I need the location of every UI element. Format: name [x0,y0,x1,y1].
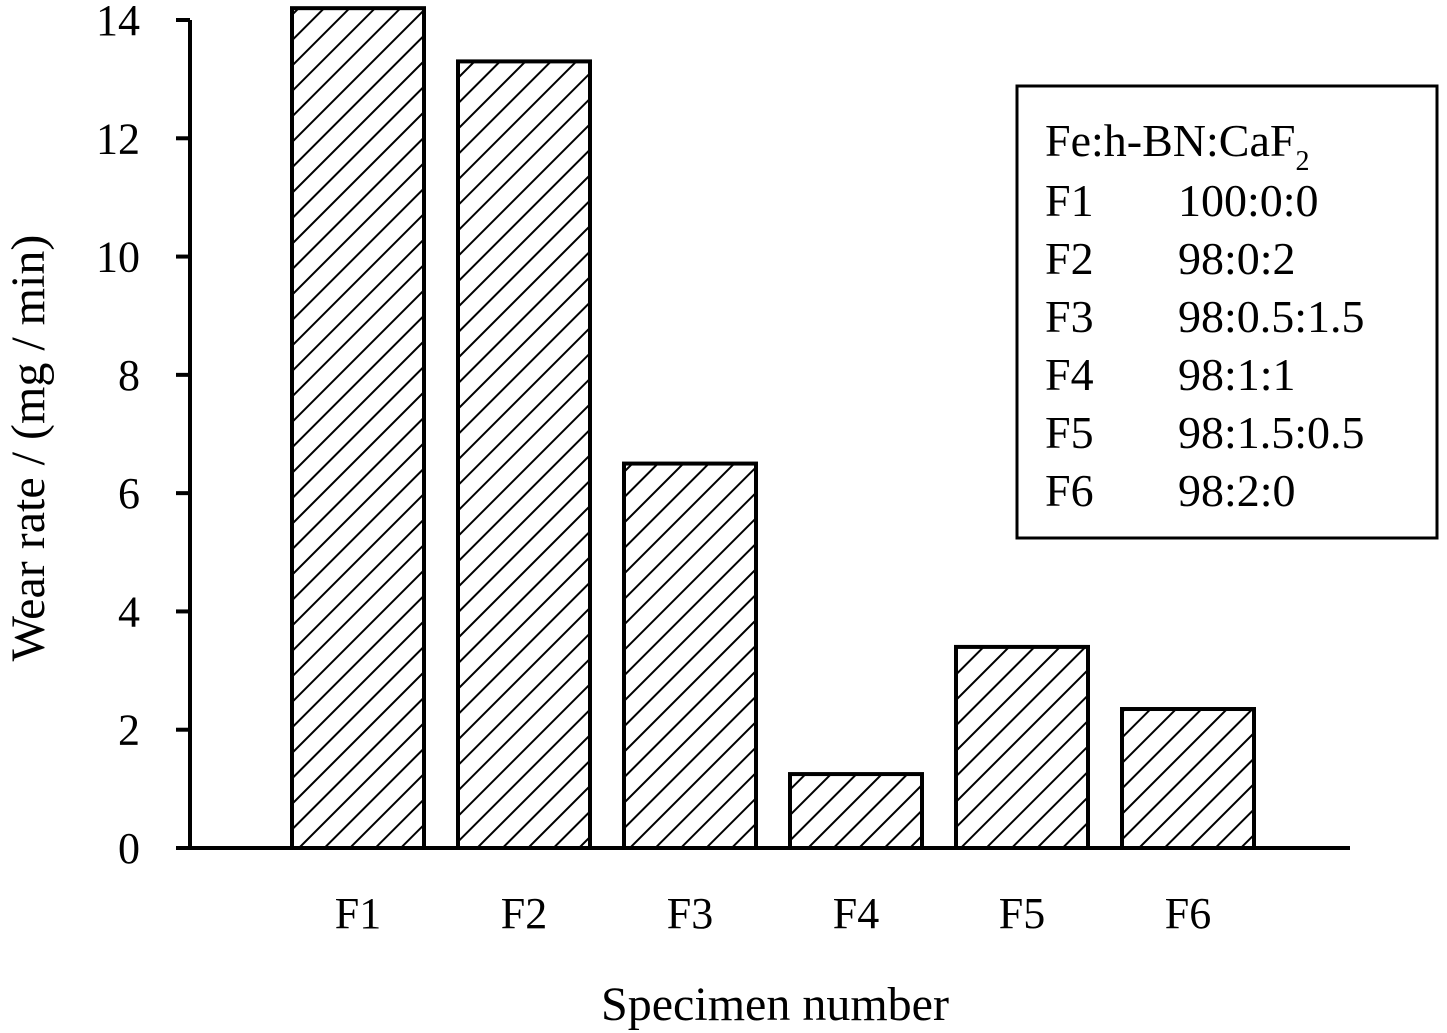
legend-ratio-f1: 100:0:0 [1178,175,1319,226]
x-tick-label-f2: F2 [501,889,547,938]
legend-ratio-f3: 98:0.5:1.5 [1178,291,1365,342]
bar-f1 [290,6,426,850]
bar-f5 [954,644,1090,851]
y-ticks: 0 2 4 6 8 10 12 14 [96,0,190,873]
bars [290,6,1256,851]
bar-f4 [788,772,924,850]
legend-box [1015,84,1439,540]
legend-label-f4: F4 [1045,349,1094,400]
y-axis-title: Wear rate / (mg / min) [2,235,55,662]
y-tick-label-4: 4 [118,587,140,636]
legend-label-f6: F6 [1045,465,1094,516]
legend-label-f5: F5 [1045,407,1094,458]
legend-label-f3: F3 [1045,291,1094,342]
bar-f3 [622,461,758,850]
y-tick-label-2: 2 [118,706,140,755]
legend-rows: F1 100:0:0 F2 98:0:2 F3 98:0.5:1.5 F4 98:1:1 F5 9… [1045,175,1365,516]
y-tick-label-8: 8 [118,351,140,400]
x-tick-label-f6: F6 [1165,889,1211,938]
y-tick-label-10: 10 [96,233,140,282]
legend-ratio-f2: 98:0:2 [1178,233,1296,284]
legend-label-f2: F2 [1045,233,1094,284]
bar-f6 [1120,707,1256,850]
legend-ratio-f6: 98:2:0 [1178,465,1296,516]
legend-ratio-f5: 98:1.5:0.5 [1178,407,1365,458]
legend-header: Fe:h-BN:CaF2 [1045,115,1309,177]
y-tick-label-0: 0 [118,824,140,873]
x-axis-title: Specimen number [601,978,949,1031]
legend: Fe:h-BN:CaF2 F1 100:0:0 F2 98:0:2 F3 98:0.5:1… [1015,84,1439,540]
x-tick-label-f4: F4 [833,889,879,938]
legend-label-f1: F1 [1045,175,1094,226]
bar-f2 [456,59,592,850]
y-tick-label-14: 14 [96,0,140,45]
x-tick-label-f5: F5 [999,889,1045,938]
x-tick-label-f1: F1 [335,889,381,938]
x-tick-label-f3: F3 [667,889,713,938]
legend-ratio-f4: 98:1:1 [1178,349,1296,400]
y-tick-label-6: 6 [118,469,140,518]
y-tick-label-12: 12 [96,114,140,163]
x-ticks: F1 F2 F3 F4 F5 F6 [335,889,1211,938]
